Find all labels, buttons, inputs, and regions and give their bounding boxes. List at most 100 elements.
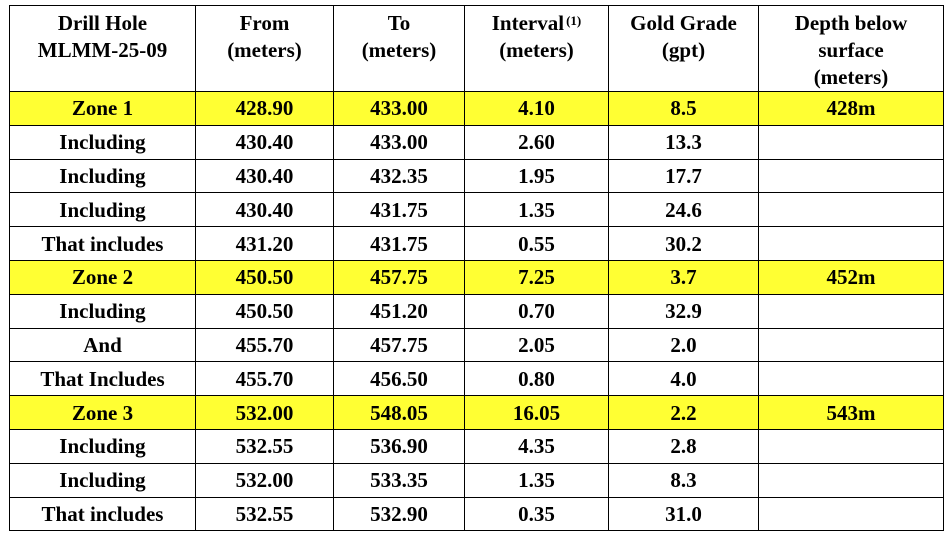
interval-cell: 16.05 (464, 395, 609, 430)
from-cell: 430.40 (195, 124, 334, 160)
row-label-cell: That Includes (9, 361, 196, 397)
from-cell: 430.40 (195, 192, 334, 228)
from-cell: 450.50 (195, 293, 334, 329)
gold-grade-cell: 2.0 (608, 327, 759, 363)
to-cell: 432.35 (333, 158, 465, 194)
depth-cell (758, 428, 944, 464)
row-label-cell: Zone 2 (9, 259, 196, 295)
from-cell: 455.70 (195, 361, 334, 397)
interval-cell: 0.55 (464, 226, 609, 261)
table-row: That includes 532.55 532.90 0.35 31.0 (9, 496, 944, 532)
from-cell: 455.70 (195, 327, 334, 363)
header-drill-hole-line1: Drill Hole (57, 11, 148, 35)
to-cell: 532.90 (333, 496, 465, 532)
table-row: Including 430.40 431.75 1.35 24.6 (9, 192, 944, 228)
header-depth-unit: (meters) (813, 65, 889, 89)
row-label-cell: That includes (9, 226, 196, 261)
to-cell: 431.75 (333, 192, 465, 228)
to-cell: 456.50 (333, 361, 465, 397)
header-interval: Interval (1) (meters) (464, 5, 609, 92)
row-label-cell: That includes (9, 496, 196, 532)
header-gold-grade: Gold Grade (gpt) (608, 5, 759, 92)
depth-cell (758, 158, 944, 194)
depth-cell (758, 496, 944, 532)
zone-row: Zone 3 532.00 548.05 16.05 2.2 543m (9, 395, 944, 430)
header-depth: Depth below surface (meters) (758, 5, 944, 92)
header-to-unit: (meters) (361, 38, 437, 62)
row-label-cell: Including (9, 428, 196, 464)
header-gold-grade-line1: Gold Grade (630, 11, 737, 35)
depth-cell (758, 293, 944, 329)
to-cell: 457.75 (333, 327, 465, 363)
interval-cell: 4.35 (464, 428, 609, 464)
interval-cell: 0.80 (464, 361, 609, 397)
header-row: Drill Hole MLMM-25-09 From (meters) To (… (9, 5, 944, 92)
zone-row: Zone 1 428.90 433.00 4.10 8.5 428m (9, 91, 944, 126)
gold-grade-cell: 30.2 (608, 226, 759, 261)
depth-cell: 452m (758, 259, 944, 295)
header-depth-line1: Depth below (794, 11, 908, 35)
gold-grade-cell: 2.8 (608, 428, 759, 464)
header-interval-line1: Interval (1) (467, 10, 606, 37)
depth-cell (758, 327, 944, 363)
table-row: Including 532.00 533.35 1.35 8.3 (9, 462, 944, 498)
row-label-cell: Including (9, 158, 196, 194)
table-row: Including 430.40 433.00 2.60 13.3 (9, 124, 944, 160)
from-cell: 430.40 (195, 158, 334, 194)
header-interval-text: Interval (491, 11, 565, 35)
interval-footnote-marker: (1) (566, 13, 582, 28)
depth-cell (758, 226, 944, 261)
interval-cell: 1.95 (464, 158, 609, 194)
to-cell: 536.90 (333, 428, 465, 464)
header-to: To (meters) (333, 5, 465, 92)
from-cell: 532.55 (195, 496, 334, 532)
to-cell: 433.00 (333, 124, 465, 160)
interval-cell: 1.35 (464, 462, 609, 498)
from-cell: 532.55 (195, 428, 334, 464)
table-row: That includes 431.20 431.75 0.55 30.2 (9, 226, 944, 261)
row-label-cell: And (9, 327, 196, 363)
row-label-cell: Including (9, 462, 196, 498)
depth-cell: 428m (758, 91, 944, 126)
header-from-unit: (meters) (227, 38, 302, 62)
table-body: Zone 1 428.90 433.00 4.10 8.5 428m Including 43… (9, 91, 944, 532)
depth-cell (758, 124, 944, 160)
interval-cell: 7.25 (464, 259, 609, 295)
zone-row: Zone 2 450.50 457.75 7.25 3.7 452m (9, 259, 944, 295)
row-label-cell: Including (9, 293, 196, 329)
header-drill-hole-id: MLMM-25-09 (37, 38, 168, 62)
drill-results-table: Drill Hole MLMM-25-09 From (meters) To (… (9, 5, 944, 532)
to-cell: 548.05 (333, 395, 465, 430)
from-cell: 532.00 (195, 395, 334, 430)
gold-grade-cell: 8.3 (608, 462, 759, 498)
from-cell: 532.00 (195, 462, 334, 498)
depth-cell: 543m (758, 395, 944, 430)
gold-grade-cell: 24.6 (608, 192, 759, 228)
interval-cell: 0.35 (464, 496, 609, 532)
header-interval-unit: (meters) (499, 38, 574, 62)
header-drill-hole: Drill Hole MLMM-25-09 (9, 5, 196, 92)
header-from: From (meters) (195, 5, 334, 92)
depth-cell (758, 462, 944, 498)
table-row: Including 450.50 451.20 0.70 32.9 (9, 293, 944, 329)
depth-cell (758, 361, 944, 397)
header-depth-line2: surface (818, 38, 884, 62)
interval-cell: 4.10 (464, 91, 609, 126)
gold-grade-cell: 8.5 (608, 91, 759, 126)
row-label-cell: Zone 3 (9, 395, 196, 430)
table-row: And 455.70 457.75 2.05 2.0 (9, 327, 944, 363)
to-cell: 431.75 (333, 226, 465, 261)
row-label-cell: Zone 1 (9, 91, 196, 126)
gold-grade-cell: 3.7 (608, 259, 759, 295)
from-cell: 428.90 (195, 91, 334, 126)
to-cell: 533.35 (333, 462, 465, 498)
depth-cell (758, 192, 944, 228)
interval-cell: 1.35 (464, 192, 609, 228)
header-from-line1: From (239, 11, 290, 35)
row-label-cell: Including (9, 124, 196, 160)
gold-grade-cell: 13.3 (608, 124, 759, 160)
header-gold-grade-unit: (gpt) (661, 38, 706, 62)
gold-grade-cell: 4.0 (608, 361, 759, 397)
table-row: Including 430.40 432.35 1.95 17.7 (9, 158, 944, 194)
to-cell: 457.75 (333, 259, 465, 295)
